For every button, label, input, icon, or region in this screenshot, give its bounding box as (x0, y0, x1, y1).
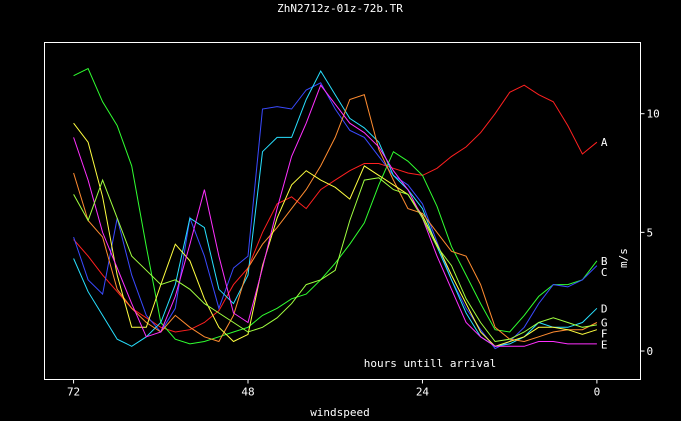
annotation-text: hours untill arrival (364, 357, 496, 370)
x-tick-label: 24 (416, 386, 430, 399)
series-line-f (73, 122, 598, 347)
series-end-label-b: B (601, 255, 608, 268)
series-end-label-a: A (601, 136, 608, 149)
series-end-label-d: D (601, 302, 608, 315)
x-tick-label: 72 (67, 386, 80, 399)
series-end-label-c: C (601, 266, 608, 279)
series-layer (73, 67, 598, 350)
plot-frame (44, 42, 641, 380)
x-tick-label: 0 (594, 386, 601, 399)
chart-title: ZhN2712z-01z-72b.TR (277, 2, 403, 15)
y-tick-label: 0 (647, 345, 654, 358)
series-end-label-e: E (601, 339, 608, 352)
series-line-a (73, 84, 598, 333)
series-line-unlabeled-7 (73, 177, 597, 343)
y-tick-label: 10 (647, 108, 660, 121)
y-axis-label: m/s (617, 248, 630, 268)
series-line-e (73, 84, 597, 347)
series-end-label-f: F (601, 328, 608, 341)
x-axis-label: windspeed (310, 406, 370, 419)
y-tick-label: 5 (647, 226, 654, 239)
series-line-g (73, 94, 598, 343)
series-end-label-g: G (601, 317, 608, 330)
ticks-layer: 72 48 24 0 0 5 10 (67, 108, 660, 399)
x-tick-label: 48 (241, 386, 254, 399)
series-line-d (73, 69, 598, 347)
